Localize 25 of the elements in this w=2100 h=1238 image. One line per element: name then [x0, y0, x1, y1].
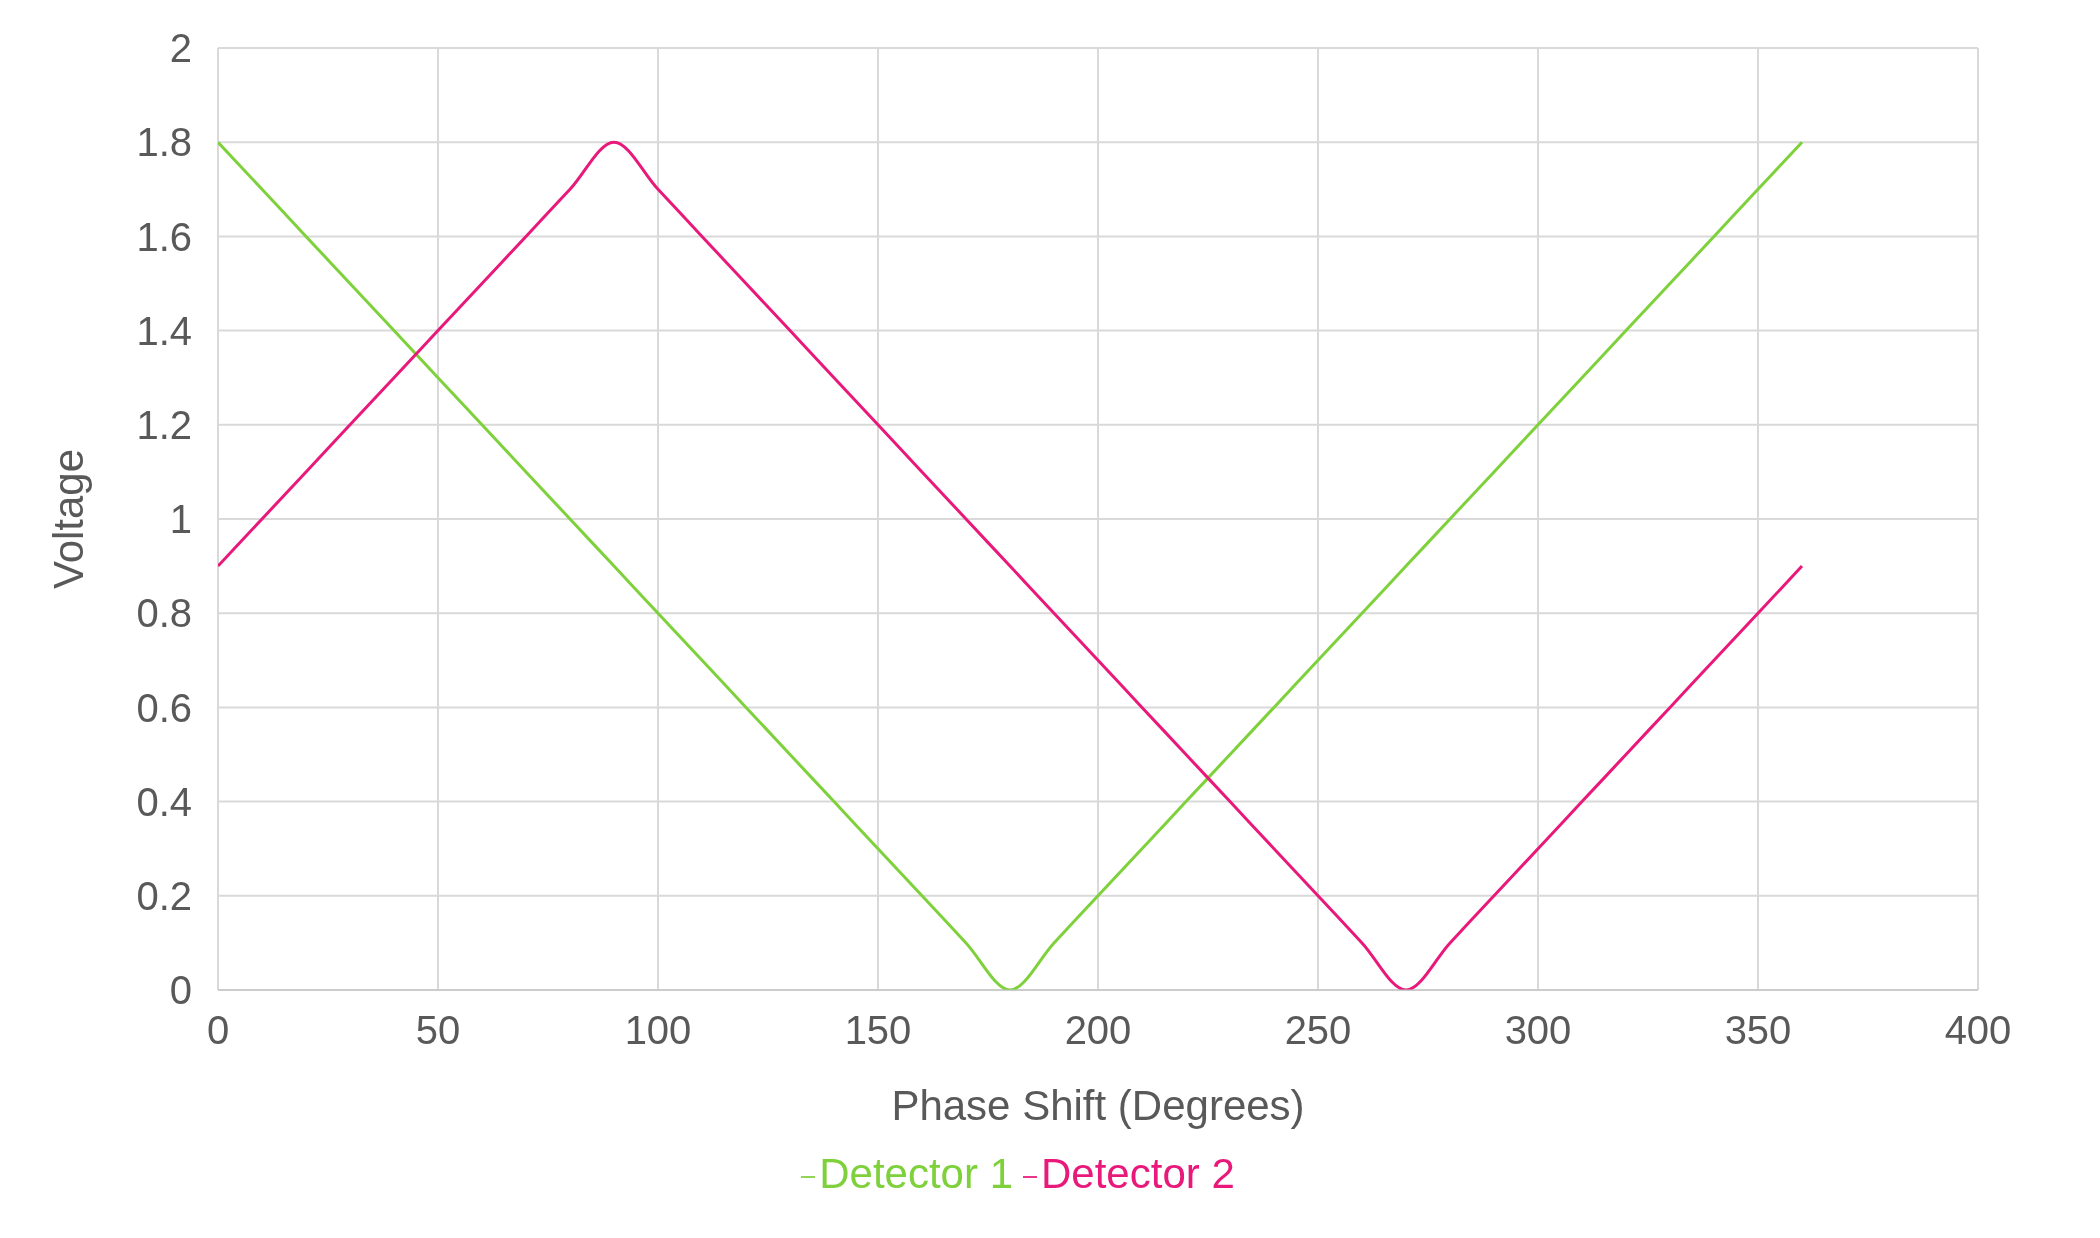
y-tick-label: 1.8	[136, 120, 192, 165]
y-tick-label: 1	[169, 497, 192, 542]
x-tick-label: 150	[844, 1008, 912, 1053]
x-axis-title: Phase Shift (Degrees)	[891, 1082, 1305, 1129]
legend-label: Detector 1	[819, 1150, 1013, 1197]
y-tick-label: 1.6	[136, 214, 192, 259]
y-tick-label: 0.6	[136, 685, 192, 730]
legend-label: Detector 2	[1041, 1150, 1235, 1197]
x-tick-label: 250	[1284, 1008, 1352, 1053]
x-tick-label: 50	[415, 1008, 461, 1053]
y-tick-label: 1.2	[136, 403, 192, 447]
y-axis-title: Voltage	[44, 448, 92, 590]
y-tick-label: 2	[169, 26, 192, 71]
y-tick-label: 0.2	[136, 874, 192, 918]
x-tick-label: 300	[1504, 1008, 1572, 1053]
x-tick-label: 0	[206, 1008, 230, 1053]
y-tick-label: 0	[169, 968, 192, 1013]
x-tick-label: 350	[1724, 1008, 1792, 1053]
y-tick-label: 0.4	[136, 779, 192, 824]
y-tick-label: 0.8	[136, 591, 192, 636]
x-tick-label: 200	[1064, 1008, 1132, 1053]
y-tick-label: 1.4	[136, 308, 192, 353]
x-tick-label: 100	[624, 1008, 692, 1053]
x-tick-label: 400	[1944, 1008, 2012, 1053]
line-series	[218, 140, 1804, 990]
